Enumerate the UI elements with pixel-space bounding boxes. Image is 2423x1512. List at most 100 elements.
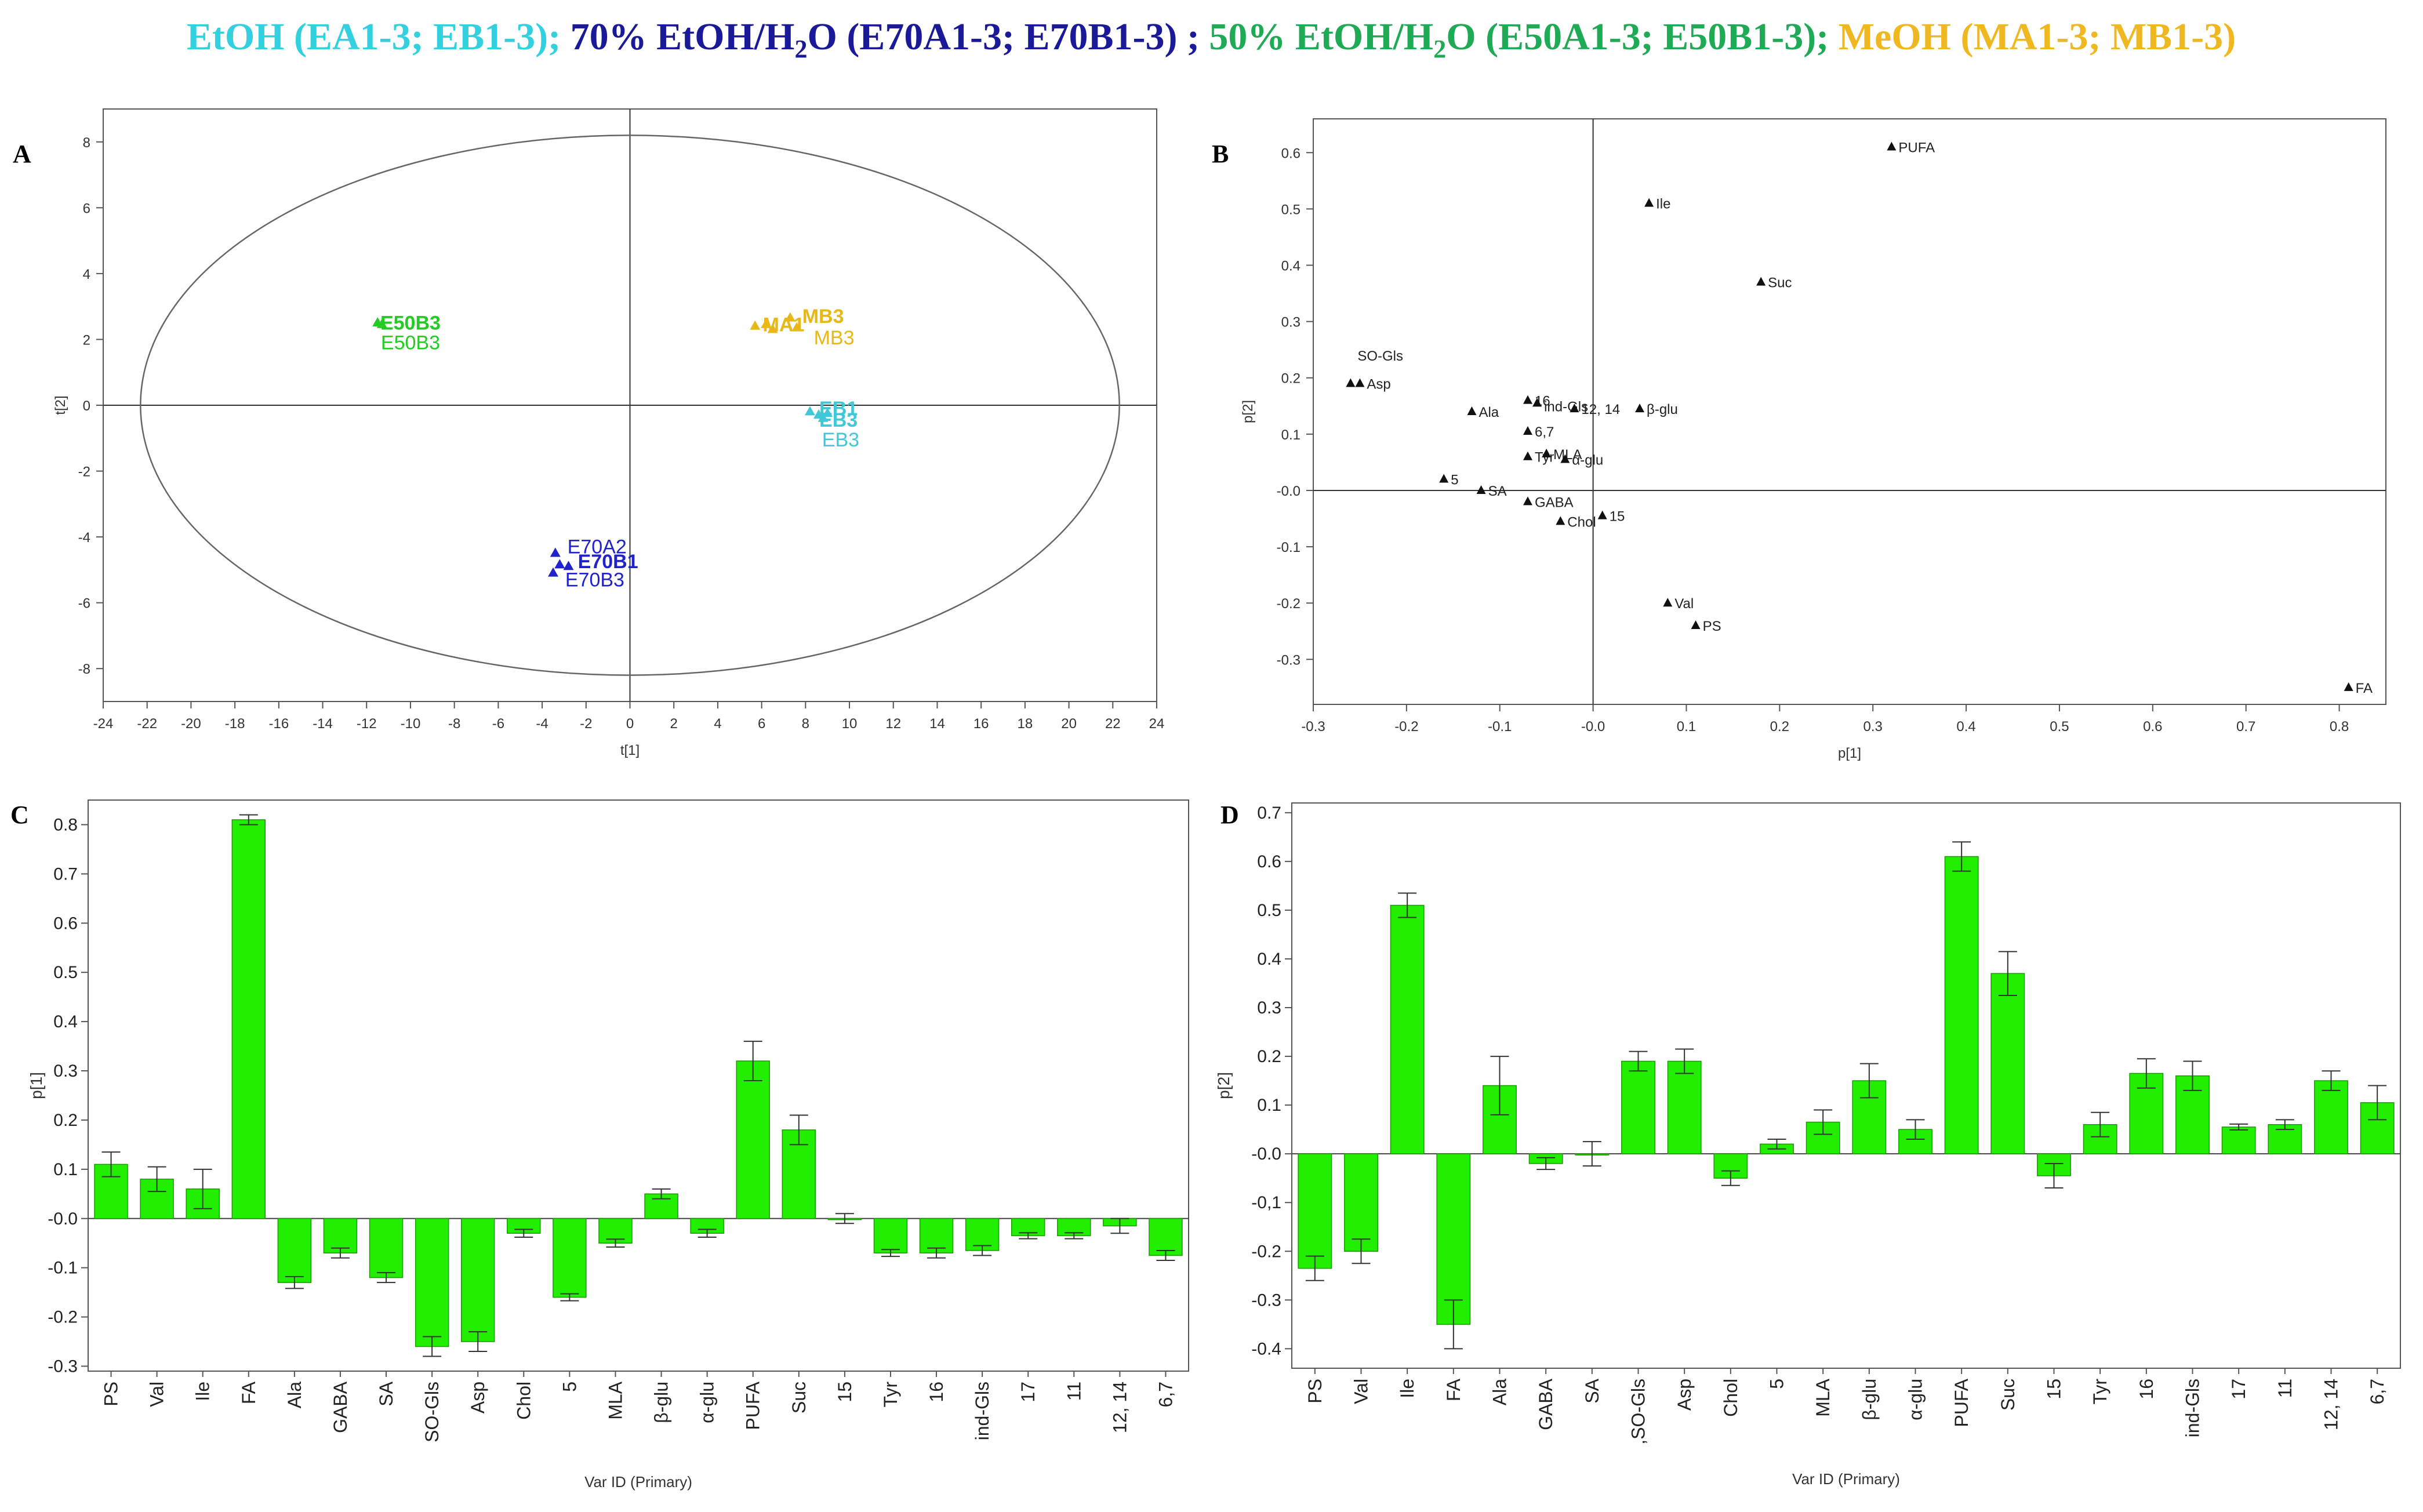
x-tick-label: 0 <box>626 716 634 732</box>
x-tick-label: 18 <box>1018 716 1033 732</box>
y-tick-label: 0.6 <box>1257 852 1281 871</box>
category-label: PS <box>1305 1379 1325 1404</box>
x-tick-label: -0.3 <box>1301 719 1325 735</box>
y-tick-label: 0.4 <box>1257 950 1281 969</box>
y-tick-label: -8 <box>78 662 90 677</box>
category-label: Chol <box>1720 1379 1741 1417</box>
loading-point <box>1523 496 1532 506</box>
category-label: 17 <box>1018 1382 1038 1402</box>
loading-point-label: FA <box>2356 681 2373 696</box>
bar <box>1344 1153 1378 1252</box>
x-axis-label: Var ID (Primary) <box>584 1473 692 1491</box>
y-tick-label: -0.2 <box>48 1308 78 1327</box>
score-point-e <box>818 412 829 422</box>
category-label: PUFA <box>1951 1378 1972 1427</box>
loading-point-label: 15 <box>1610 509 1625 525</box>
x-tick-label: 0.8 <box>2330 719 2349 735</box>
category-label: PUFA <box>743 1381 764 1430</box>
x-tick-label: -8 <box>448 716 460 732</box>
loading-point <box>1556 516 1565 525</box>
confidence-ellipse <box>140 135 1120 676</box>
bar <box>553 1218 587 1298</box>
y-tick-label: 0.2 <box>1281 371 1300 387</box>
category-label: 17 <box>2228 1379 2249 1400</box>
y-tick-label: 4 <box>83 267 90 282</box>
category-label: Tyr <box>880 1382 901 1408</box>
bar <box>873 1218 908 1253</box>
category-label: SA <box>376 1381 397 1406</box>
y-axis-label: p[2] <box>1215 1072 1233 1099</box>
score-label: EB3 <box>819 409 858 431</box>
score-label: EB1 <box>819 398 858 420</box>
y-tick-label: -0.2 <box>1277 596 1300 612</box>
y-tick-label: 0.7 <box>53 864 78 884</box>
panel-label-c: C <box>10 801 29 829</box>
score-plot-area: -24 -22 -20 -18 -16 -14 -12 -10 -8 -6 -4 -2 0 2 4 6 8 10 1… <box>53 108 1164 758</box>
category-label: SO-Gls <box>422 1382 442 1442</box>
bar-chart-p2: -0.4 -0.3 -0.2 -0,1 -0.0 0.1 0.2 0.3 0.4 0.5 0.6 0.… <box>1215 802 2401 1488</box>
bar <box>277 1218 312 1283</box>
x-tick-label: 12 <box>885 716 901 732</box>
y-tick-label: 0.3 <box>1257 998 1281 1017</box>
y-tick-label: 0.1 <box>53 1160 78 1179</box>
category-label: Chol <box>513 1382 534 1420</box>
x-tick-label: 4 <box>714 716 721 732</box>
loading-point-label: 12, 14 <box>1581 402 1620 417</box>
y-tick-label: 0.2 <box>1257 1047 1281 1066</box>
category-label: Ala <box>284 1382 305 1408</box>
category-label: ind-Gls <box>2182 1379 2203 1437</box>
loading-point-label: SA <box>1488 484 1507 499</box>
category-label: 12, 14 <box>1109 1382 1130 1433</box>
bar <box>919 1218 954 1253</box>
score-point-e70 <box>554 559 565 569</box>
loading-point-label: Chol <box>1567 514 1596 530</box>
category-label: GABA <box>330 1381 351 1433</box>
legend-header-text: EtOH (EA1-3; EB1-3); 70% EtOH/H2O (E70A1… <box>187 16 2236 63</box>
y-axis-label: p[1] <box>27 1072 45 1099</box>
loading-point <box>1346 378 1356 387</box>
loading-point <box>1523 395 1532 404</box>
score-point-e <box>804 406 815 416</box>
panel-a-score-plot: A -24 -22 -20 -18 -16 -14 -12 -10 -8 -6 -4 -2 0 2 4 6 8 1… <box>13 108 1164 758</box>
category-label: MLA <box>1812 1378 1833 1416</box>
loading-point-label: PUFA <box>1898 140 1935 156</box>
header-segment-3: O (E70A1-3; E70B1-3) ; <box>807 16 1209 58</box>
loading-point-label: SO-Gls <box>1357 348 1403 364</box>
loading-point <box>1523 426 1532 435</box>
y-tick-label: -0,1 <box>1251 1193 1281 1212</box>
y-tick-label: -0.0 <box>1277 484 1300 499</box>
category-label: Ile <box>192 1382 213 1401</box>
x-tick-label: 0.1 <box>1677 719 1696 735</box>
x-tick-label: 8 <box>802 716 809 732</box>
loading-point-label: 6,7 <box>1535 424 1554 440</box>
category-label: SA <box>1582 1378 1603 1403</box>
category-label: Tyr <box>2090 1379 2110 1405</box>
x-tick-label: -10 <box>401 716 421 732</box>
y-tick-label: -0.3 <box>1277 652 1300 668</box>
y-tick-label: 0.8 <box>53 815 78 834</box>
y-axis-label: p[2] <box>1240 400 1256 423</box>
score-label: MA1 <box>763 314 805 336</box>
y-tick-label: 0.5 <box>1281 202 1300 217</box>
x-tick-label: 0.3 <box>1863 719 1883 735</box>
category-label: Asp <box>1674 1379 1695 1411</box>
x-tick-label: 0.5 <box>2050 719 2069 735</box>
score-point-m <box>750 320 761 330</box>
score-label: E50B3 <box>381 332 440 354</box>
category-label: 15 <box>834 1382 855 1402</box>
loading-point <box>1570 404 1579 413</box>
score-point-m <box>791 322 802 332</box>
panel-b-loading-plot: B -0.3 -0.2 -0.1 -0.0 0.1 0.2 0.3 0.4 0.5 0.6 0.7 0… <box>1212 118 2386 761</box>
x-tick-label: 22 <box>1105 716 1121 732</box>
loading-point <box>1467 406 1477 415</box>
y-tick-label: -4 <box>78 530 90 546</box>
y-tick-label: -0.1 <box>48 1259 78 1278</box>
x-axis-label: t[1] <box>620 743 640 758</box>
x-tick-label: -22 <box>137 716 157 732</box>
x-tick-label: 6 <box>758 716 765 732</box>
score-label: MB3 <box>802 306 844 328</box>
category-label: ,SO-Gls <box>1628 1379 1649 1445</box>
plot-frame <box>1291 802 2401 1369</box>
y-tick-label: -0.1 <box>1277 540 1300 555</box>
y-tick-label: 0.4 <box>53 1012 78 1031</box>
